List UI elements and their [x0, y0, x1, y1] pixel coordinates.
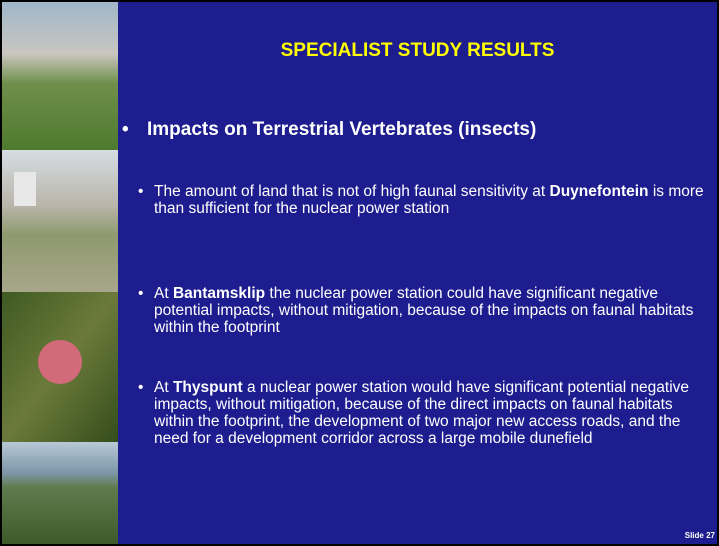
- flower: [38, 340, 82, 384]
- photo-coast: [2, 2, 118, 150]
- sub-bullet: •At Thyspunt a nuclear power station wou…: [138, 379, 710, 447]
- place-name: Thyspunt: [173, 379, 243, 396]
- text: At: [154, 379, 173, 396]
- sub-bullet: •At Bantamsklip the nuclear power statio…: [138, 285, 710, 336]
- building: [14, 172, 36, 206]
- main-bullet: •Impacts on Terrestrial Vertebrates (ins…: [122, 119, 536, 141]
- photo-strip: [2, 2, 118, 544]
- place-name: Bantamsklip: [173, 285, 265, 302]
- slide-number: Slide 27: [685, 531, 715, 540]
- photo-dunes: [2, 442, 118, 544]
- place-name: Duynefontein: [550, 183, 649, 200]
- page: SPECIALIST STUDY RESULTS •Impacts on Ter…: [0, 0, 719, 546]
- slide: SPECIALIST STUDY RESULTS •Impacts on Ter…: [0, 0, 719, 546]
- photo-power-station: [2, 150, 118, 292]
- text: At: [154, 285, 173, 302]
- slide-title: SPECIALIST STUDY RESULTS: [118, 40, 717, 62]
- text: The amount of land that is not of high f…: [154, 183, 550, 200]
- main-bullet-text: Impacts on Terrestrial Vertebrates (inse…: [147, 119, 536, 140]
- sub-bullet: •The amount of land that is not of high …: [138, 183, 710, 217]
